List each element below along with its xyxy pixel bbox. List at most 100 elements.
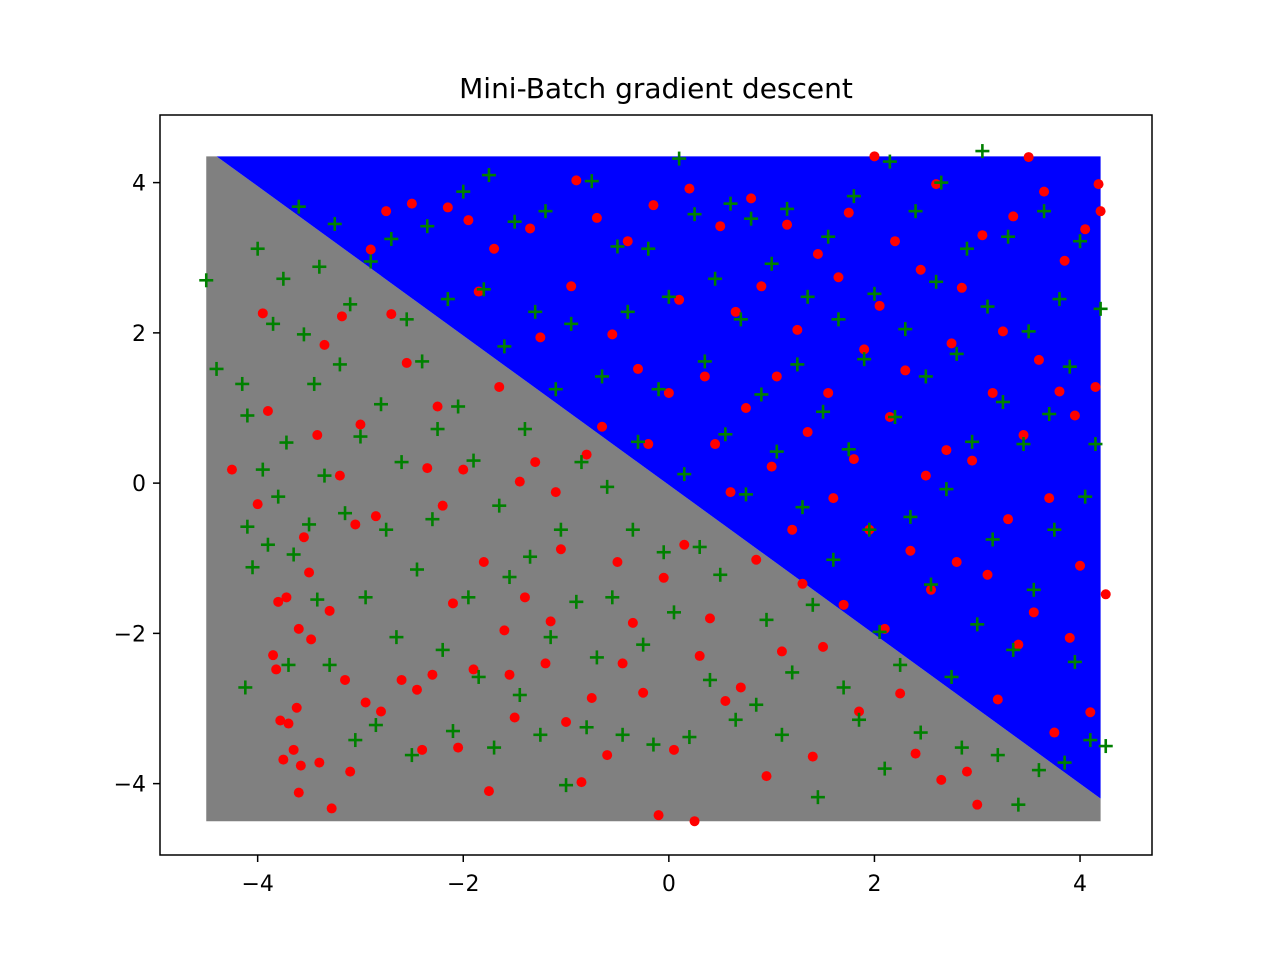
data-point-plus (1062, 359, 1077, 374)
data-point-plus (697, 354, 712, 369)
data-point-plus (1042, 407, 1057, 422)
data-point-plus (451, 399, 466, 414)
data-point-circle (1100, 589, 1111, 600)
data-point-plus (995, 394, 1010, 409)
data-point-plus (240, 519, 255, 534)
data-point-plus (404, 748, 419, 763)
data-point-circle (694, 650, 705, 661)
data-point-plus (1073, 234, 1088, 249)
data-point-plus (440, 292, 455, 307)
data-point-plus (476, 282, 491, 297)
data-point-plus (569, 594, 584, 609)
data-point-circle (293, 623, 304, 634)
data-point-circle (1054, 386, 1065, 397)
data-point-circle (355, 419, 366, 430)
data-point-plus (415, 354, 430, 369)
data-point-plus (939, 482, 954, 497)
data-point-plus (379, 522, 394, 537)
data-point-circle (987, 387, 998, 398)
data-point-plus (394, 455, 409, 470)
data-point-plus (764, 256, 779, 271)
data-point-plus (322, 657, 337, 672)
data-point-plus (749, 697, 764, 712)
data-point-circle (306, 634, 317, 645)
data-point-circle (581, 449, 592, 460)
data-point-circle (295, 760, 306, 771)
data-point-plus (481, 168, 496, 183)
y-tick-label: −2 (114, 622, 146, 647)
data-point-plus (959, 241, 974, 256)
data-point-circle (648, 200, 659, 211)
data-point-circle (920, 470, 931, 481)
data-point-circle (787, 524, 798, 535)
data-point-plus (1026, 582, 1041, 597)
data-point-plus (733, 312, 748, 327)
data-point-plus (800, 289, 815, 304)
data-point-plus (235, 376, 250, 391)
data-point-plus (564, 316, 579, 331)
data-point-circle (674, 294, 685, 305)
data-point-plus (975, 144, 990, 159)
data-point-circle (453, 742, 464, 753)
data-point-plus (420, 219, 435, 234)
data-point-plus (990, 748, 1005, 763)
data-point-circle (298, 532, 309, 543)
data-point-circle (432, 401, 443, 412)
data-point-circle (715, 221, 726, 232)
data-point-plus (810, 790, 825, 805)
data-point-circle (571, 175, 582, 186)
data-point-plus (559, 778, 574, 793)
data-point-plus (466, 453, 481, 468)
data-point-plus (754, 387, 769, 402)
data-point-circle (617, 658, 628, 669)
data-point-circle (895, 688, 906, 699)
data-point-plus (353, 429, 368, 444)
data-point-circle (283, 718, 294, 729)
data-point-circle (838, 599, 849, 610)
data-point-plus (327, 216, 342, 231)
y-tick-label: 0 (132, 472, 146, 497)
axis-ticks: −4 −2 0 2 4 −4 −2 0 2 4 (114, 172, 1087, 897)
data-point-plus (1047, 522, 1062, 537)
data-point-plus (279, 435, 294, 450)
data-point-plus (882, 154, 897, 169)
data-point-plus (286, 547, 301, 562)
data-point-circle (972, 799, 983, 810)
data-point-circle (941, 445, 952, 456)
data-point-plus (687, 207, 702, 222)
data-point-circle (1033, 354, 1044, 365)
data-point-circle (936, 774, 947, 785)
data-point-circle (612, 557, 623, 568)
data-point-plus (929, 274, 944, 289)
data-point-plus (723, 196, 738, 211)
data-point-circle (910, 748, 921, 759)
data-point-circle (422, 463, 433, 474)
data-point-circle (740, 402, 751, 413)
data-point-circle (854, 706, 865, 717)
data-point-circle (663, 387, 674, 398)
data-point-circle (1013, 639, 1024, 650)
data-point-circle (735, 682, 746, 693)
data-point-plus (363, 254, 378, 269)
data-point-circle (468, 664, 479, 675)
data-point-circle (340, 674, 351, 685)
data-point-circle (653, 810, 664, 821)
data-point-circle (262, 406, 273, 416)
data-point-circle (890, 236, 901, 247)
data-point-plus (1093, 301, 1108, 316)
data-point-plus (944, 669, 959, 684)
data-point-circle (494, 381, 505, 392)
data-point-plus (461, 590, 476, 605)
data-point-plus (1016, 437, 1031, 452)
data-point-plus (528, 304, 543, 319)
data-point-plus (317, 468, 332, 483)
data-point-circle (812, 248, 823, 259)
data-point-circle (725, 487, 736, 498)
data-point-plus (903, 509, 918, 524)
x-tick-label: 0 (662, 872, 676, 897)
data-point-plus (821, 229, 836, 244)
data-point-plus (487, 740, 502, 755)
data-point-plus (358, 590, 373, 605)
data-point-plus (574, 455, 589, 470)
data-point-circle (961, 766, 972, 777)
